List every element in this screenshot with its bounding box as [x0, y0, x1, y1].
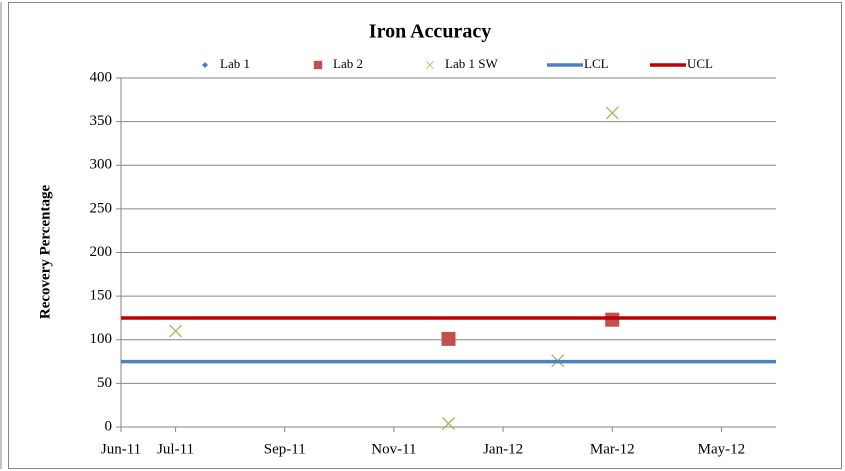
y-axis-label: Recovery Percentage [37, 185, 53, 320]
chart-border [8, 2, 842, 469]
x-tick-label: Jul-11 [157, 441, 194, 457]
y-tick-label: 0 [105, 418, 113, 434]
marker [169, 324, 183, 338]
marker [442, 417, 455, 430]
y-tick-label: 350 [90, 113, 113, 129]
y-tick-label: 100 [90, 331, 113, 347]
y-tick-label: 400 [90, 69, 113, 85]
x-tick-label: Mar-12 [590, 441, 635, 457]
x-tick-label: Jan-12 [483, 441, 523, 457]
y-tick-label: 300 [90, 157, 113, 173]
marker [441, 331, 456, 346]
x-tick-label: May-12 [698, 441, 746, 457]
legend-item: UCL [650, 56, 713, 71]
legend-item: LCL [547, 56, 609, 71]
legend-item: Lab 1 [202, 56, 250, 71]
legend-label: Lab 2 [333, 56, 363, 71]
chart-title: Iron Accuracy [369, 21, 491, 43]
legend-label: UCL [687, 56, 713, 71]
x-tick-label: Jun-11 [101, 441, 141, 457]
marker [426, 61, 434, 69]
y-tick-label: 50 [97, 375, 112, 391]
marker [605, 106, 619, 120]
marker [313, 60, 323, 70]
y-tick-label: 250 [90, 200, 113, 216]
y-tick-label: 200 [90, 244, 113, 260]
x-tick-label: Nov-11 [371, 441, 416, 457]
legend-label: Lab 1 [220, 56, 250, 71]
x-tick-label: Sep-11 [264, 441, 306, 457]
marker [202, 62, 208, 68]
legend-item: Lab 1 SW [426, 56, 498, 71]
legend-label: Lab 1 SW [445, 56, 498, 71]
legend-item: Lab 2 [313, 56, 363, 71]
legend-label: LCL [584, 56, 609, 71]
y-tick-label: 150 [90, 288, 113, 304]
